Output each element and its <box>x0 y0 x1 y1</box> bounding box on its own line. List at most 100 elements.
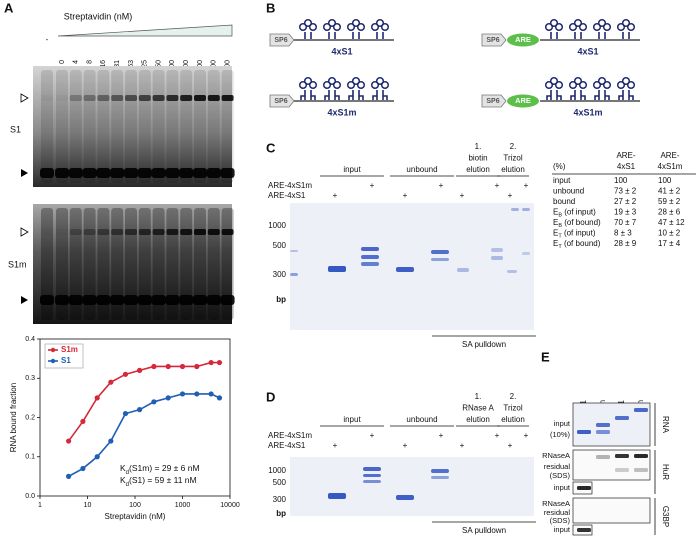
gel-lane <box>221 208 234 320</box>
gel-band <box>125 95 137 101</box>
gel-band <box>180 95 193 101</box>
blot-band <box>577 430 591 434</box>
row-label: input <box>554 419 571 428</box>
table-header: 4xS1m <box>658 162 683 171</box>
gel-band <box>363 474 381 477</box>
label-part: E <box>553 229 558 238</box>
column-header: 2. <box>510 392 517 401</box>
label-part: E <box>553 208 558 217</box>
column-header: biotin <box>468 154 487 163</box>
data-point <box>94 395 100 401</box>
loop <box>621 18 631 28</box>
size-marker: 1000 <box>268 466 286 475</box>
blot-band <box>634 408 648 412</box>
gel-band <box>138 229 151 235</box>
table-row-label: unbound <box>553 187 584 196</box>
gel-band <box>83 95 96 101</box>
gel-lane <box>166 208 179 320</box>
table-row-label: ET (of input) <box>553 229 596 240</box>
data-point <box>179 391 186 397</box>
construct-label: 4xS1 <box>577 46 598 56</box>
loop <box>327 76 337 86</box>
gel-band <box>40 168 54 178</box>
gel-band <box>96 168 111 178</box>
gel-band <box>220 295 235 305</box>
gel-lane <box>180 70 193 183</box>
gel-band <box>207 95 220 101</box>
gel-band <box>328 266 346 272</box>
gel-band <box>110 168 125 178</box>
gel-band <box>166 95 179 101</box>
label-part: B <box>558 213 562 219</box>
label-part: T <box>558 234 562 240</box>
gel-band <box>194 95 206 101</box>
gel-band <box>165 168 180 178</box>
table-row-label: EB (of input) <box>553 208 596 219</box>
data-point <box>65 473 72 479</box>
gel-band <box>328 493 346 499</box>
gel-band <box>40 295 54 305</box>
size-marker: 1000 <box>268 221 286 230</box>
arrowhead-open <box>20 227 29 237</box>
column-header: Trizol <box>503 404 522 413</box>
loop <box>370 80 380 90</box>
element <box>507 94 539 108</box>
size-marker: 300 <box>273 270 287 279</box>
gel-band <box>69 95 82 101</box>
label-part: B <box>558 223 562 229</box>
gel-band <box>206 168 221 178</box>
loop <box>322 22 332 32</box>
data-point <box>165 395 171 401</box>
y-axis-label: RNA bound fraction <box>9 383 18 452</box>
plus: + <box>333 441 338 450</box>
plus: + <box>370 181 375 190</box>
label-part: E <box>553 218 558 227</box>
stem-loop <box>304 32 312 39</box>
promoter <box>481 33 507 47</box>
gel-lane <box>180 208 193 320</box>
annotation-part: d <box>126 482 129 488</box>
row-label: (SDS) <box>550 471 571 480</box>
loop <box>380 80 390 90</box>
loop <box>568 80 578 90</box>
gel-lane <box>111 208 124 320</box>
loop <box>346 80 356 90</box>
table-cell: 47 ± 12 <box>658 218 685 227</box>
stem-loop <box>594 90 610 100</box>
lane-label: 0 <box>59 60 66 64</box>
construct-label: 4xS1m <box>573 107 602 117</box>
gel-band <box>457 268 469 272</box>
size-marker: 300 <box>273 495 287 504</box>
x-tick-label: 10000 <box>220 502 240 509</box>
column-header: 1. <box>475 392 482 401</box>
gel-band <box>431 250 449 254</box>
lane-label: 500 <box>169 60 176 72</box>
loop <box>568 22 578 32</box>
table-cell: 28 ± 9 <box>614 239 637 248</box>
gel-band <box>41 229 53 235</box>
data-point <box>151 399 157 405</box>
label-part: bound <box>553 197 575 206</box>
gel-lane <box>138 70 151 183</box>
loop <box>573 76 583 86</box>
label-part: (of bound) <box>562 218 601 227</box>
gel-lane <box>83 208 96 320</box>
gel-label: S1 <box>10 124 21 134</box>
x-tick-label: 10 <box>84 502 92 509</box>
arrowhead-filled <box>21 296 28 304</box>
label-part: T <box>558 244 562 250</box>
gel-band <box>221 229 234 235</box>
gel-image <box>290 457 534 516</box>
stem-loop <box>372 90 388 100</box>
column-header: unbound <box>406 165 437 174</box>
gel-band <box>193 295 207 305</box>
gel-band <box>221 95 234 101</box>
blot-band <box>577 486 591 490</box>
loop <box>332 80 342 90</box>
gel-band <box>165 295 180 305</box>
legend-label: S1m <box>61 345 78 354</box>
gel-band <box>179 295 194 305</box>
gel-lane <box>56 208 68 320</box>
gel-band <box>361 262 379 266</box>
side-label: G3BP <box>661 506 670 527</box>
